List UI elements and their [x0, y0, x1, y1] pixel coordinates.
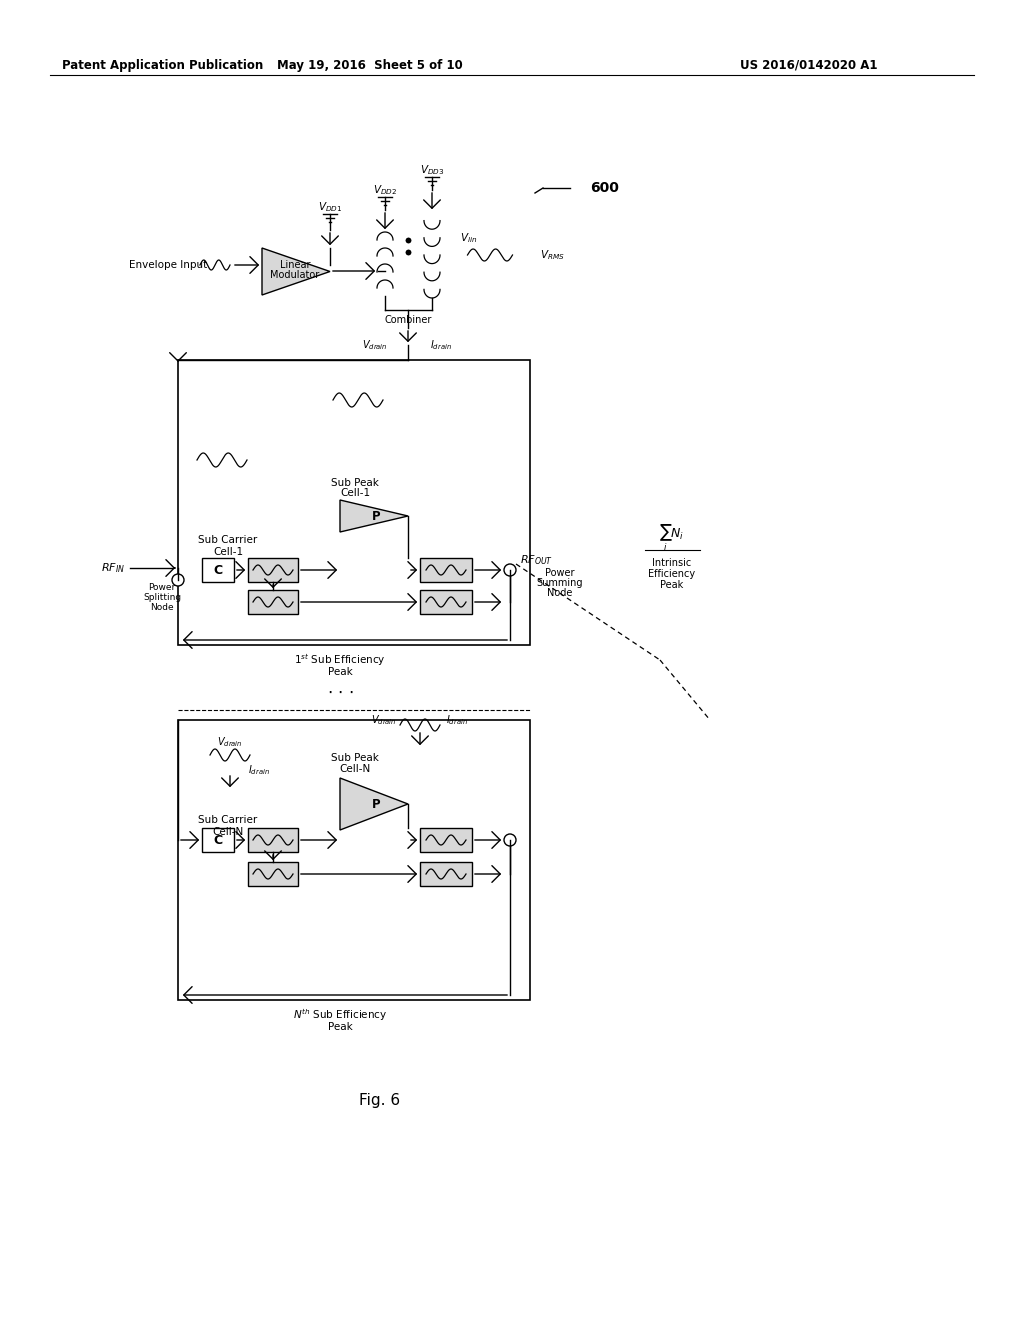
- Text: $\sum_{i}N_{i}$: $\sum_{i}N_{i}$: [659, 523, 685, 553]
- Text: Summing: Summing: [537, 578, 584, 587]
- Text: Fig. 6: Fig. 6: [359, 1093, 400, 1107]
- Circle shape: [172, 574, 184, 586]
- Text: Node: Node: [547, 587, 572, 598]
- Bar: [420, 828, 472, 851]
- Text: $1^{st}$ Sub Efficiency: $1^{st}$ Sub Efficiency: [294, 652, 386, 668]
- Text: Sub Carrier: Sub Carrier: [199, 814, 258, 825]
- Text: $I_{drain}$: $I_{drain}$: [430, 338, 452, 352]
- Bar: [202, 558, 234, 582]
- Bar: [248, 862, 298, 886]
- Text: Linear: Linear: [280, 260, 310, 271]
- Polygon shape: [340, 500, 408, 532]
- Text: Intrinsic: Intrinsic: [652, 558, 691, 568]
- Bar: [248, 558, 298, 582]
- Bar: [178, 719, 530, 1001]
- Text: May 19, 2016  Sheet 5 of 10: May 19, 2016 Sheet 5 of 10: [278, 58, 463, 71]
- Text: $RF_{IN}$: $RF_{IN}$: [101, 561, 125, 576]
- Text: $V_{lin}$: $V_{lin}$: [460, 231, 477, 246]
- Text: $\cdot$ $\cdot$ $\cdot$: $\cdot$ $\cdot$ $\cdot$: [327, 684, 353, 702]
- Text: C: C: [213, 833, 222, 846]
- Text: $V_{drain}$: $V_{drain}$: [372, 713, 397, 727]
- Text: $I_{drain}$: $I_{drain}$: [248, 763, 270, 777]
- Text: Cell-N: Cell-N: [212, 828, 244, 837]
- Text: Patent Application Publication: Patent Application Publication: [62, 58, 263, 71]
- Text: $I_{drain}$: $I_{drain}$: [446, 713, 468, 727]
- Bar: [420, 590, 472, 614]
- Text: Peak: Peak: [328, 667, 352, 677]
- Text: Cell-1: Cell-1: [340, 488, 370, 498]
- Text: C: C: [213, 564, 222, 577]
- Circle shape: [504, 834, 516, 846]
- Polygon shape: [262, 248, 330, 294]
- Text: $V_{DD3}$: $V_{DD3}$: [420, 164, 444, 177]
- Text: $V_{RMS}$: $V_{RMS}$: [540, 248, 565, 261]
- Text: Node: Node: [151, 603, 174, 612]
- Text: P: P: [372, 797, 380, 810]
- Text: $V_{drain}$: $V_{drain}$: [217, 735, 243, 748]
- Text: $RF_{OUT}$: $RF_{OUT}$: [520, 553, 553, 566]
- Text: Sub Peak: Sub Peak: [331, 752, 379, 763]
- Text: Sub Carrier: Sub Carrier: [199, 535, 258, 545]
- Text: $V_{drain}$: $V_{drain}$: [362, 338, 388, 352]
- Text: Sub Peak: Sub Peak: [331, 478, 379, 488]
- Text: Peak: Peak: [660, 579, 684, 590]
- Text: Combiner: Combiner: [384, 315, 432, 325]
- Bar: [178, 360, 530, 645]
- Text: Peak: Peak: [328, 1022, 352, 1032]
- Text: Power: Power: [148, 583, 176, 593]
- Text: Power: Power: [545, 568, 574, 578]
- Bar: [248, 590, 298, 614]
- Text: Envelope Input: Envelope Input: [129, 260, 207, 271]
- Text: Splitting: Splitting: [143, 594, 181, 602]
- Text: Efficiency: Efficiency: [648, 569, 695, 579]
- Text: P: P: [372, 510, 380, 523]
- Polygon shape: [340, 777, 408, 830]
- Bar: [202, 828, 234, 851]
- Text: Modulator: Modulator: [270, 271, 319, 280]
- Circle shape: [504, 564, 516, 576]
- Text: $V_{DD1}$: $V_{DD1}$: [317, 201, 342, 214]
- Bar: [248, 828, 298, 851]
- Text: $V_{DD2}$: $V_{DD2}$: [373, 183, 397, 197]
- Text: $N^{th}$ Sub Efficiency: $N^{th}$ Sub Efficiency: [293, 1007, 387, 1023]
- Bar: [420, 558, 472, 582]
- Text: US 2016/0142020 A1: US 2016/0142020 A1: [740, 58, 878, 71]
- Text: 600: 600: [590, 181, 618, 195]
- Text: Cell-N: Cell-N: [339, 764, 371, 774]
- Bar: [420, 862, 472, 886]
- Text: Cell-1: Cell-1: [213, 546, 243, 557]
